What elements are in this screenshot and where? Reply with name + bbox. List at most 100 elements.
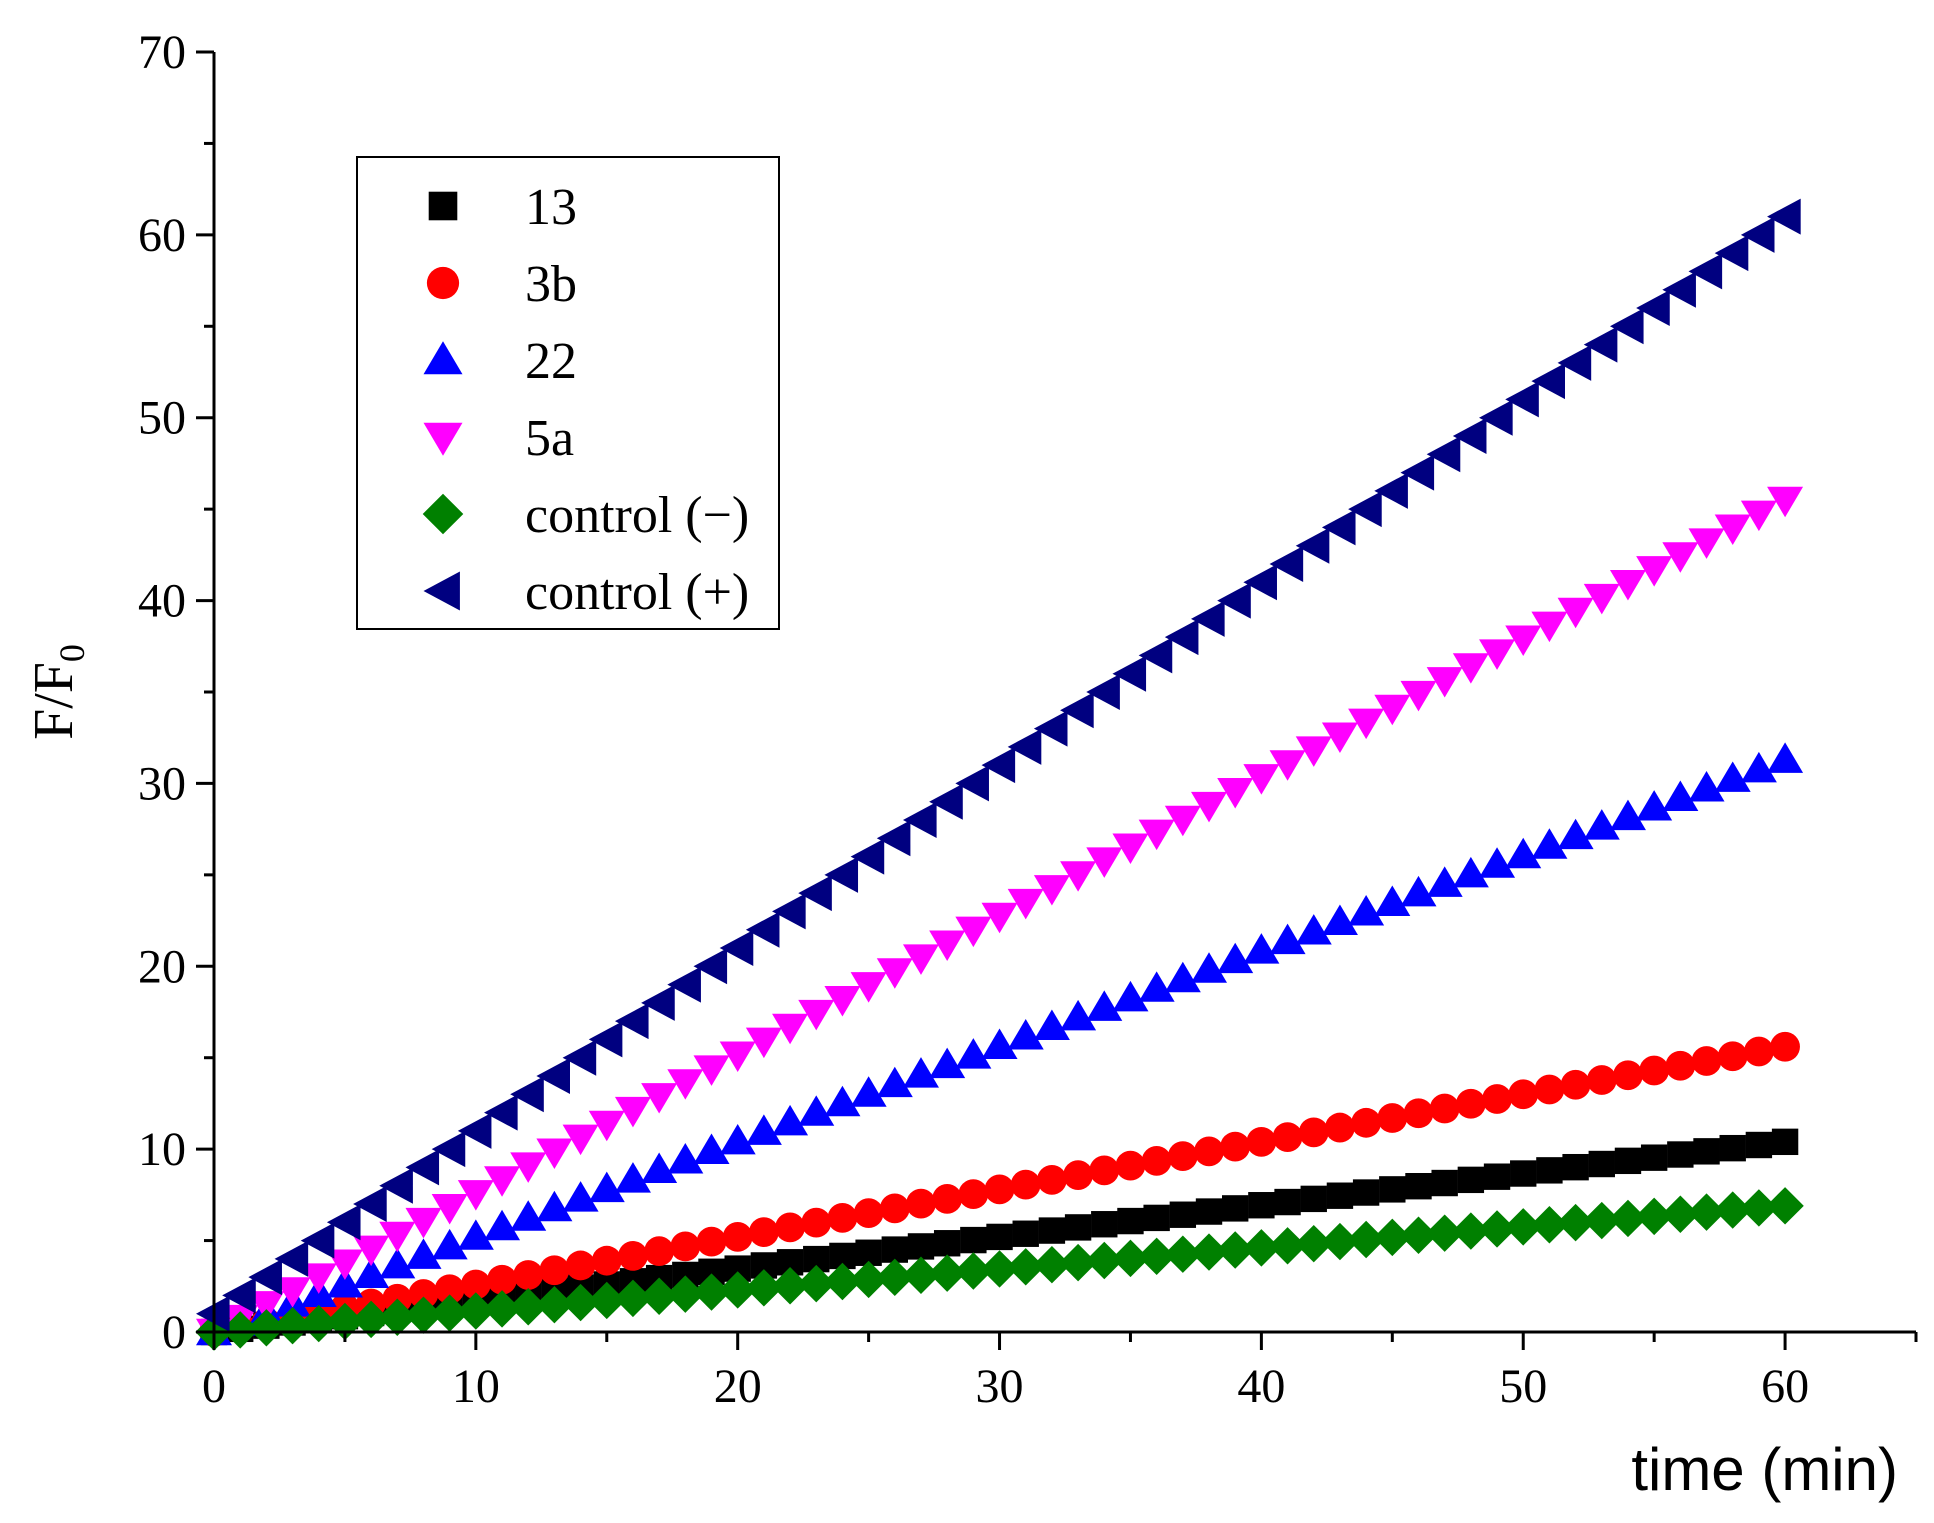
data-point (823, 1262, 862, 1301)
data-point (850, 972, 887, 1003)
data-point (1007, 1248, 1045, 1286)
data-point (1636, 556, 1673, 587)
data-point (981, 902, 1018, 934)
data-point (1614, 1147, 1642, 1175)
data-point (984, 1174, 1015, 1205)
legend-label: 22 (525, 333, 577, 390)
data-point (1661, 1195, 1700, 1233)
data-point (379, 1247, 416, 1279)
y-axis-label-main: F/F (23, 662, 85, 740)
data-point (1326, 1182, 1354, 1209)
legend-label: 5a (525, 410, 574, 467)
data-point (1164, 619, 1199, 656)
legend-marker (423, 571, 460, 611)
data-point (850, 838, 885, 875)
data-point (1504, 1208, 1542, 1246)
data-point (1667, 1141, 1694, 1168)
series-2 (196, 742, 1804, 1346)
data-point (1321, 509, 1356, 546)
data-point (1007, 1019, 1044, 1050)
data-point (1089, 1155, 1120, 1186)
data-point (326, 1302, 364, 1341)
data-point (644, 1236, 675, 1267)
data-point (1037, 1164, 1067, 1195)
data-point (1269, 750, 1306, 781)
data-point (1767, 198, 1801, 235)
data-point (1091, 1211, 1118, 1238)
legend-marker (423, 422, 463, 456)
data-point (1662, 780, 1699, 812)
data-point (1562, 1153, 1589, 1181)
data-point (693, 1133, 730, 1164)
data-point (1452, 653, 1489, 684)
data-point (719, 1041, 756, 1072)
data-point (222, 1277, 256, 1314)
data-point (879, 1193, 910, 1224)
y-tick-label: 60 (138, 209, 186, 262)
data-point (1636, 290, 1670, 326)
data-point (1744, 1036, 1774, 1067)
data-point (1557, 818, 1594, 850)
data-point (1455, 1088, 1486, 1119)
data-point (718, 1271, 757, 1309)
data-point (1740, 216, 1775, 253)
data-point (1640, 1144, 1668, 1171)
data-point (1399, 1216, 1438, 1254)
data-point (1141, 1145, 1172, 1176)
y-tick-label: 50 (138, 392, 186, 445)
series-3 (196, 486, 1804, 1350)
data-point (1583, 809, 1620, 840)
data-point (1479, 639, 1516, 670)
data-point (1167, 1141, 1198, 1171)
y-tick-label: 0 (162, 1306, 186, 1359)
data-point (1586, 1065, 1617, 1095)
x-tick-label: 50 (1499, 1360, 1547, 1413)
data-point (876, 820, 911, 857)
data-point (326, 1249, 363, 1280)
data-point (484, 1209, 521, 1241)
data-point (1745, 1131, 1773, 1159)
data-point (1321, 722, 1358, 754)
data-point (1012, 1220, 1039, 1247)
data-point (1426, 436, 1461, 473)
data-point (1295, 914, 1332, 945)
data-point (1112, 833, 1149, 864)
data-point (460, 1269, 491, 1300)
data-point (1112, 655, 1147, 692)
legend-marker (426, 266, 460, 300)
data-point (1662, 542, 1699, 573)
legend-items: 13 3b 22 5a control (−) control (+) (422, 179, 749, 621)
data-point (614, 1279, 652, 1318)
data-point (745, 1027, 782, 1059)
series-4 (195, 1187, 1804, 1351)
data-point (430, 1294, 469, 1332)
data-point (408, 1279, 439, 1309)
data-point (1060, 861, 1097, 892)
data-point (849, 1260, 888, 1299)
data-point (1609, 308, 1644, 345)
data-point (273, 1306, 312, 1345)
data-point (929, 783, 963, 820)
data-point (510, 1152, 547, 1183)
data-point (1688, 770, 1725, 802)
data-point (1164, 961, 1201, 993)
data-point (353, 1186, 387, 1222)
data-point (300, 1222, 335, 1259)
data-point (1060, 999, 1097, 1031)
data-point (1482, 1084, 1512, 1114)
data-point (955, 765, 989, 802)
data-point (1191, 952, 1228, 983)
data-point (748, 1217, 779, 1248)
data-point (1115, 1150, 1146, 1181)
data-point (960, 1226, 987, 1254)
data-point (405, 1149, 440, 1186)
data-point (693, 948, 728, 985)
data-point (326, 1267, 363, 1298)
data-point (1086, 674, 1120, 710)
data-point (1767, 486, 1804, 518)
data-point (1243, 933, 1280, 964)
legend-marker (423, 341, 463, 375)
data-point (248, 1259, 282, 1296)
data-point (1216, 1231, 1254, 1269)
data-point (1665, 1050, 1696, 1081)
